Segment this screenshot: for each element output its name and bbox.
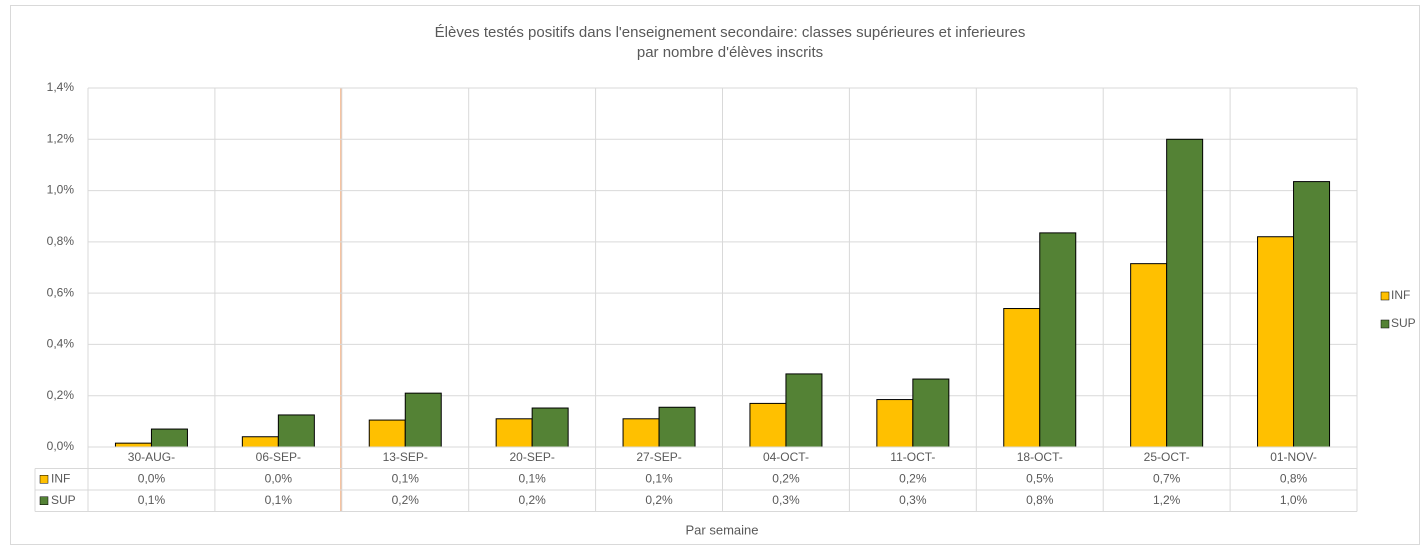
bar: [622, 418, 660, 448]
x-tick-label: 04-OCT-: [763, 450, 809, 464]
table-cell: 0,2%: [772, 471, 800, 485]
table-cell: 0,2%: [392, 493, 420, 507]
x-tick-label: 13-SEP-: [383, 450, 428, 464]
x-tick-label: 18-OCT-: [1017, 450, 1063, 464]
y-tick-label: 1,0%: [47, 183, 75, 197]
table-series-label: SUP: [51, 493, 76, 507]
bar: [368, 419, 406, 448]
table-cell: 0,1%: [265, 493, 293, 507]
x-tick-label: 11-OCT-: [890, 450, 935, 464]
table-cell: 0,2%: [899, 471, 927, 485]
table-cell: 0,1%: [645, 471, 673, 485]
legend-label: INF: [1391, 288, 1410, 302]
table-cell: 0,3%: [899, 493, 927, 507]
bar: [876, 399, 914, 448]
chart-title: Élèves testés positifs dans l'enseigneme…: [435, 24, 1026, 41]
table-cell: 0,2%: [645, 493, 673, 507]
x-tick-label: 20-SEP-: [509, 450, 554, 464]
y-tick-label: 0,8%: [47, 234, 75, 248]
y-tick-label: 0,2%: [47, 388, 75, 402]
table-cell: 0,0%: [265, 471, 293, 485]
legend-key: [1380, 319, 1390, 329]
bar: [114, 442, 152, 448]
x-tick-label: 27-SEP-: [636, 450, 681, 464]
x-tick-label: 06-SEP-: [256, 450, 301, 464]
bar: [912, 378, 950, 448]
table-cell: 0,8%: [1026, 493, 1054, 507]
x-tick-label: 01-NOV-: [1270, 450, 1317, 464]
bar: [785, 373, 823, 448]
chart-frame: [10, 5, 1420, 545]
bar: [531, 407, 569, 448]
x-axis-title: Par semaine: [686, 522, 759, 537]
table-legend-key: [39, 475, 49, 484]
table-cell: 0,1%: [138, 493, 166, 507]
y-tick-label: 1,4%: [47, 80, 75, 94]
bar: [495, 418, 533, 448]
bar: [241, 436, 279, 448]
bar: [150, 428, 188, 448]
table-cell: 0,2%: [518, 493, 546, 507]
y-tick-label: 0,4%: [47, 337, 75, 351]
bar: [658, 406, 696, 448]
table-cell: 0,1%: [518, 471, 546, 485]
x-tick-label: 25-OCT-: [1144, 450, 1190, 464]
chart-subtitle: par nombre d'élèves inscrits: [637, 44, 823, 61]
bar: [1003, 308, 1041, 448]
table-cell: 0,3%: [772, 493, 800, 507]
table-legend-key: [39, 496, 49, 505]
bar: [404, 392, 442, 448]
table-cell: 0,5%: [1026, 471, 1054, 485]
table-cell: 0,7%: [1153, 471, 1181, 485]
legend-label: SUP: [1391, 316, 1416, 330]
x-tick-label: 30-AUG-: [128, 450, 175, 464]
table-series-label: INF: [51, 471, 70, 485]
table-cell: 0,8%: [1280, 471, 1308, 485]
table-cell: 0,0%: [138, 471, 166, 485]
bar: [277, 414, 315, 448]
table-cell: 1,2%: [1153, 493, 1181, 507]
table-cell: 1,0%: [1280, 493, 1308, 507]
legend-key: [1380, 291, 1390, 301]
y-tick-label: 1,2%: [47, 131, 75, 145]
y-tick-label: 0,0%: [47, 439, 75, 453]
bar: [1039, 232, 1077, 448]
y-tick-label: 0,6%: [47, 285, 75, 299]
table-cell: 0,1%: [392, 471, 420, 485]
bar: [1257, 236, 1295, 448]
bar: [1293, 181, 1331, 448]
bar: [1166, 138, 1204, 448]
bar: [1130, 263, 1168, 448]
bar: [749, 402, 787, 448]
